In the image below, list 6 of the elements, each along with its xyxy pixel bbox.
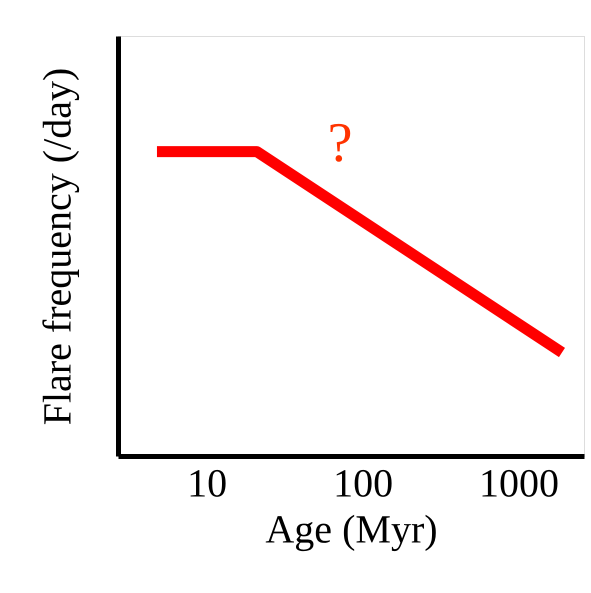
x-tick-label: 100 — [333, 460, 394, 506]
x-tick-label: 10 — [187, 460, 228, 506]
y-axis-title: Flare frequency (/day) — [34, 68, 80, 426]
annotation: ? — [328, 112, 352, 174]
x-tick-label: 1000 — [479, 460, 560, 506]
x-axis-title: Age (Myr) — [265, 506, 438, 552]
